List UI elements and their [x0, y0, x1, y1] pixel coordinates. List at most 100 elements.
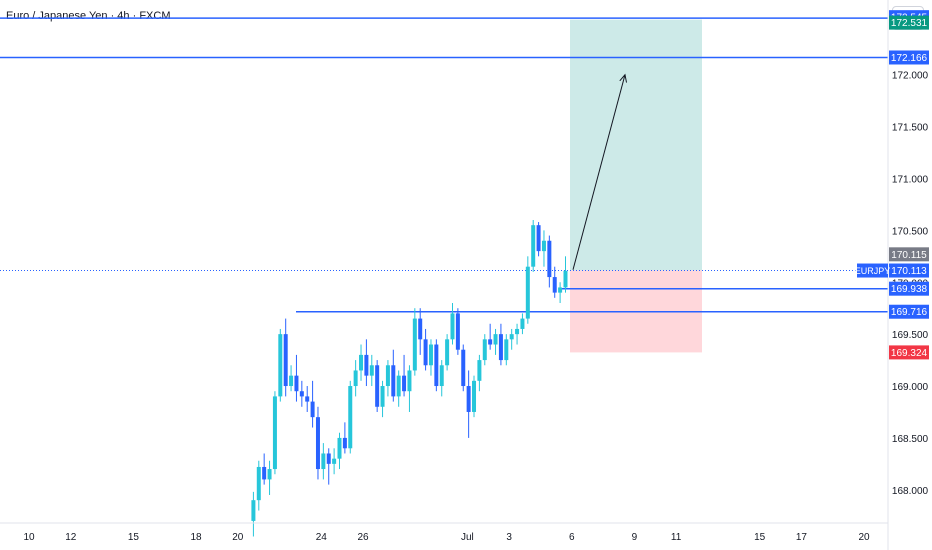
price-tick-label: 171.000: [892, 174, 929, 185]
level-label-bg: [889, 281, 929, 296]
time-tick-label: 15: [754, 532, 766, 543]
candle-body: [375, 365, 380, 407]
candle-body: [477, 360, 482, 381]
time-tick-label: 15: [128, 532, 140, 543]
candle-body: [412, 318, 417, 371]
candle-body: [563, 270, 568, 288]
time-tick-label: 10: [23, 532, 35, 543]
candle-body: [289, 375, 294, 387]
candle-body: [321, 453, 326, 470]
target-label: 172.531: [891, 18, 928, 29]
level-label: 169.716: [891, 307, 928, 318]
candle-body: [337, 437, 342, 459]
level-label-bg: [889, 50, 929, 65]
candle-body: [359, 354, 364, 371]
chart-title: Euro / Japanese Yen · 4h · FXCM: [6, 10, 171, 22]
candle-body: [509, 334, 514, 340]
position-zones: [570, 19, 702, 353]
time-tick-label: 24: [316, 532, 328, 543]
candle-body: [402, 375, 407, 392]
current-price-label: 170.113: [891, 266, 927, 277]
candle-body: [396, 375, 401, 397]
candle-body: [461, 349, 466, 387]
candle-body: [369, 365, 374, 376]
candle-body: [552, 277, 557, 293]
candle-body: [348, 386, 353, 449]
projection-arrow: [572, 73, 627, 270]
candle-body: [547, 240, 552, 278]
time-tick-label: Jul: [461, 532, 474, 543]
horizontal-levels: [0, 17, 888, 313]
candle-body: [418, 318, 423, 340]
candle-body: [283, 334, 288, 387]
candle-body: [525, 266, 530, 319]
symbol-tag: EURJPY: [855, 266, 891, 276]
candle-body: [423, 339, 428, 366]
candle-body: [315, 417, 320, 470]
entry-label: 170.115: [891, 250, 927, 261]
time-tick-label: 3: [506, 532, 512, 543]
arrow-head: [619, 73, 627, 83]
candle-body: [455, 313, 460, 350]
candle-body: [536, 225, 541, 252]
entry-label-bg: [889, 247, 929, 262]
candle-body: [520, 318, 525, 329]
candle-body: [391, 365, 396, 397]
candle-body: [450, 313, 455, 340]
time-tick-label: 9: [632, 532, 638, 543]
candle-body: [504, 339, 509, 361]
candle-body: [305, 396, 310, 402]
candle-body: [493, 334, 498, 345]
price-labels: 172.545172.531172.166170.115170.113169.9…: [855, 10, 929, 360]
candle-body: [256, 466, 261, 501]
candle-body: [515, 328, 520, 335]
candle-body: [342, 437, 347, 449]
candle-body: [445, 339, 450, 366]
candle-body: [278, 334, 283, 397]
candle-body: [488, 339, 493, 345]
candle-body: [353, 370, 358, 387]
candle-body: [385, 365, 390, 387]
stop-label: 169.324: [891, 348, 928, 359]
price-tick-label: 172.000: [892, 71, 929, 82]
price-tick-label: 168.500: [892, 434, 929, 445]
candle-body: [434, 344, 439, 387]
stop-label-bg: [889, 345, 929, 360]
arrow-shaft: [572, 74, 626, 270]
candle-body: [541, 240, 546, 252]
price-tick-label: 169.000: [892, 382, 929, 393]
candle-body: [466, 386, 471, 412]
symbol-tag-bg: [857, 263, 888, 278]
time-tick-label: 11: [671, 532, 682, 543]
time-tick-label: 6: [569, 532, 575, 543]
candle-body: [439, 365, 444, 387]
candle-body: [472, 380, 477, 412]
time-tick-label: 17: [796, 532, 808, 543]
candle-body: [531, 225, 536, 267]
candle-body: [364, 354, 369, 376]
level-label-bg: [889, 304, 929, 319]
time-axis[interactable]: 10 12 15 18 20 24 26 Jul 3 6 9 11 15 17 20: [0, 522, 888, 543]
level-label: 169.938: [891, 284, 928, 295]
price-tick-label: 168.000: [892, 486, 929, 497]
target-label-bg: [889, 15, 929, 30]
candle-body: [428, 344, 433, 366]
candle-body: [267, 469, 272, 480]
candle-body: [407, 370, 412, 392]
candle-body: [326, 453, 331, 464]
time-tick-label: 20: [232, 532, 244, 543]
level-label: 172.166: [891, 53, 928, 64]
candle-body: [482, 339, 487, 361]
candle-body: [299, 391, 304, 397]
price-tick-label: 171.500: [892, 123, 929, 134]
candles: [251, 219, 568, 537]
candle-body: [332, 458, 337, 464]
candle-body: [272, 396, 277, 470]
candle-body: [380, 386, 385, 407]
price-tick-label: 169.500: [892, 330, 929, 341]
candle-body: [310, 401, 315, 418]
time-tick-label: 26: [357, 532, 369, 543]
candle-body: [251, 500, 256, 521]
price-tick-label: 170.500: [892, 226, 929, 237]
